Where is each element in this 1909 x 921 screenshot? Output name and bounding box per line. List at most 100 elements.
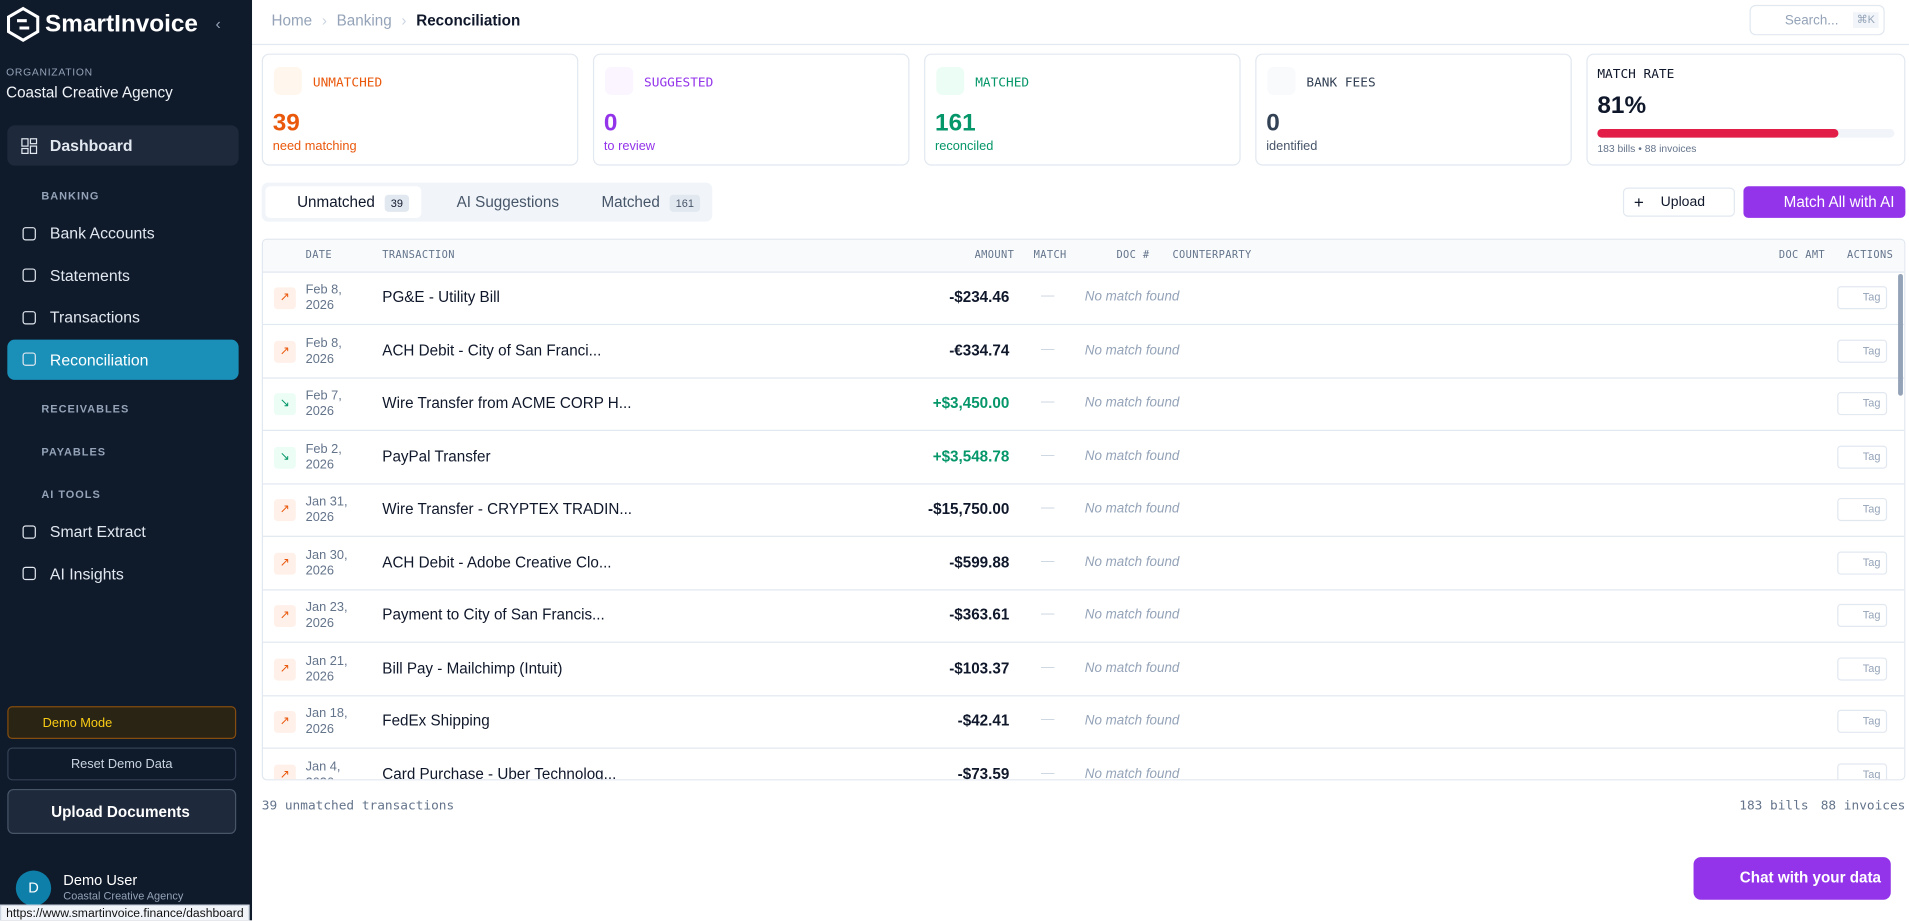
counterparty: No match found — [1084, 395, 1180, 411]
date: Jan 21, 2026 — [305, 653, 348, 684]
table-row[interactable]: ↗ Jan 30, 2026 ACH Debit - Adobe Creative … — [262, 536, 1905, 590]
date: Jan 18, 2026 — [305, 706, 348, 737]
table-row[interactable]: ↗ Feb 8, 2026 ACH Debit - City of San Fran… — [262, 324, 1905, 379]
counterparty: No match found — [1084, 342, 1180, 358]
user-name: Demo User — [63, 871, 138, 889]
direction-icon: ↗ — [273, 605, 296, 628]
date: Feb 8, 2026 — [305, 282, 342, 313]
section-banking[interactable]: BANKING — [41, 189, 100, 203]
nav-dashboard[interactable]: Dashboard — [7, 125, 239, 166]
match: — — [1040, 553, 1055, 568]
tab-label: Matched — [601, 193, 660, 211]
transaction: ACH Debit - Adobe Creative Clo... — [382, 553, 612, 571]
card-sub: to review — [603, 138, 656, 154]
tab[interactable]: Matched 161 — [570, 186, 704, 218]
footer-totals: 183 bills 88 invoices — [1739, 799, 1905, 814]
tab[interactable]: Unmatched 39 — [265, 186, 422, 218]
column-header: COUNTERPARTY — [1172, 249, 1252, 262]
tag-button[interactable]: Tag — [1837, 762, 1888, 780]
table-row[interactable]: ↘ Feb 2, 2026 PayPal Transfer +$3,548.78 — No… — [262, 430, 1905, 484]
nav-item[interactable]: Smart Extract — [7, 511, 238, 551]
table-row[interactable]: ↗ Jan 21, 2026 Bill Pay - Mailchimp (Intui… — [262, 642, 1905, 696]
card-label: BANK FEES — [1306, 75, 1376, 91]
match: — — [1040, 341, 1055, 357]
upload-button[interactable]: Upload + — [1622, 187, 1735, 217]
tab-count: 161 — [669, 194, 701, 212]
tag-button[interactable]: Tag — [1837, 656, 1888, 680]
tag-button[interactable]: Tag — [1837, 550, 1888, 575]
tab[interactable]: AI Suggestions — [425, 186, 564, 218]
upload-documents[interactable]: Upload Documents — [7, 788, 237, 834]
counterparty: No match found — [1084, 607, 1180, 623]
crumb[interactable]: Banking — [336, 12, 392, 30]
card-label: MATCHED — [975, 75, 1030, 91]
tag-button[interactable]: Tag — [1837, 392, 1888, 416]
table: DATE TRANSACTION AMOUNT MATCH DOC # COUNTERPA… — [261, 238, 1906, 781]
direction-icon: ↗ — [273, 499, 296, 522]
org-name: Coastal Creative Agency — [6, 84, 173, 102]
tab-label: AI Suggestions — [456, 193, 559, 211]
collapse[interactable]: ‹ — [215, 14, 221, 33]
demo-mode: Demo Mode — [7, 706, 237, 740]
tag-button[interactable]: Tag — [1837, 603, 1888, 628]
table-row[interactable]: ↗ Feb 8, 2026 PG&E - Utility Bill -$234.46 —… — [262, 272, 1905, 326]
card-icon — [936, 66, 965, 95]
tag-button[interactable]: Tag — [1837, 497, 1888, 522]
section-payables[interactable]: PAYABLES — [41, 445, 107, 458]
date: Feb 8, 2026 — [305, 335, 342, 366]
table-row[interactable]: ↗ Jan 23, 2026 Payment to City of San Fran… — [262, 589, 1905, 643]
table-row[interactable]: ↗ Jan 4, 2026 Card Purchase - Uber Technol… — [263, 748, 1904, 781]
transaction: FedEx Shipping — [382, 712, 490, 730]
tag-button[interactable]: Tag — [1837, 444, 1888, 469]
card-value: 81% — [1597, 92, 1647, 120]
table-row[interactable]: ↘ Feb 7, 2026 Wire Transfer from ACME CORP… — [262, 377, 1905, 431]
search[interactable]: Search... ⌘K — [1749, 4, 1885, 36]
progress-track — [1597, 129, 1895, 138]
card-value: 39 — [272, 109, 300, 137]
nav-item[interactable]: Statements — [7, 255, 238, 295]
card-sub: need matching — [272, 138, 357, 154]
chat-button[interactable]: Chat with your data — [1693, 857, 1891, 900]
table-row[interactable]: ↗ Jan 31, 2026 Wire Transfer - CRYPTEX TRA… — [262, 483, 1905, 537]
crumb[interactable]: Home — [271, 12, 313, 30]
direction-icon: ↗ — [273, 711, 296, 733]
match-all-button[interactable]: Match All with AI — [1743, 186, 1906, 218]
direction-icon: ↗ — [273, 340, 296, 363]
tag-button[interactable]: Tag — [1837, 339, 1888, 363]
column-header: TRANSACTION — [382, 249, 455, 262]
card-label: UNMATCHED — [312, 75, 383, 91]
nav-label: Reconciliation — [49, 350, 149, 369]
avatar: D — [15, 870, 52, 906]
breadcrumb: Home › Banking › Reconciliation — [272, 12, 521, 29]
footer-bills: 183 bills — [1739, 798, 1809, 814]
section-ai-tools[interactable]: AI TOOLS — [41, 488, 101, 501]
card-label: SUGGESTED — [644, 75, 714, 91]
section-receivables[interactable]: RECEIVABLES — [41, 402, 130, 416]
nav-label: Statements — [49, 266, 130, 285]
nav-label: AI Insights — [49, 564, 124, 583]
counterparty: No match found — [1084, 289, 1180, 305]
nav-item[interactable]: Transactions — [7, 297, 238, 337]
reset-button[interactable]: Reset Demo Data — [7, 747, 237, 781]
nav-item[interactable]: Bank Accounts — [7, 213, 238, 253]
amount: -$363.61 — [949, 606, 1010, 624]
date: Jan 31, 2026 — [305, 494, 348, 525]
amount: +$3,548.78 — [932, 447, 1010, 465]
card-value: 161 — [935, 109, 976, 137]
stat-card: BANK FEES 0 identified — [1255, 53, 1572, 166]
tag-button[interactable]: Tag — [1837, 286, 1888, 310]
table-header — [262, 239, 1905, 273]
counterparty: No match found — [1084, 554, 1180, 570]
nav-item[interactable]: Reconciliation — [7, 339, 239, 380]
direction-icon: ↗ — [273, 552, 296, 575]
crumb: Reconciliation — [416, 12, 521, 30]
counterparty: No match found — [1084, 766, 1180, 781]
transaction: PayPal Transfer — [382, 447, 491, 465]
brand: SmartInvoice — [45, 10, 198, 38]
tag-button[interactable]: Tag — [1837, 709, 1888, 733]
date: Jan 4, 2026 — [305, 759, 341, 779]
amount: -$42.41 — [957, 712, 1010, 730]
table-row[interactable]: ↗ Jan 18, 2026 FedEx Shipping -$42.41 — No ma… — [262, 695, 1905, 749]
direction-icon: ↗ — [273, 287, 296, 310]
nav-item[interactable]: AI Insights — [7, 553, 238, 593]
